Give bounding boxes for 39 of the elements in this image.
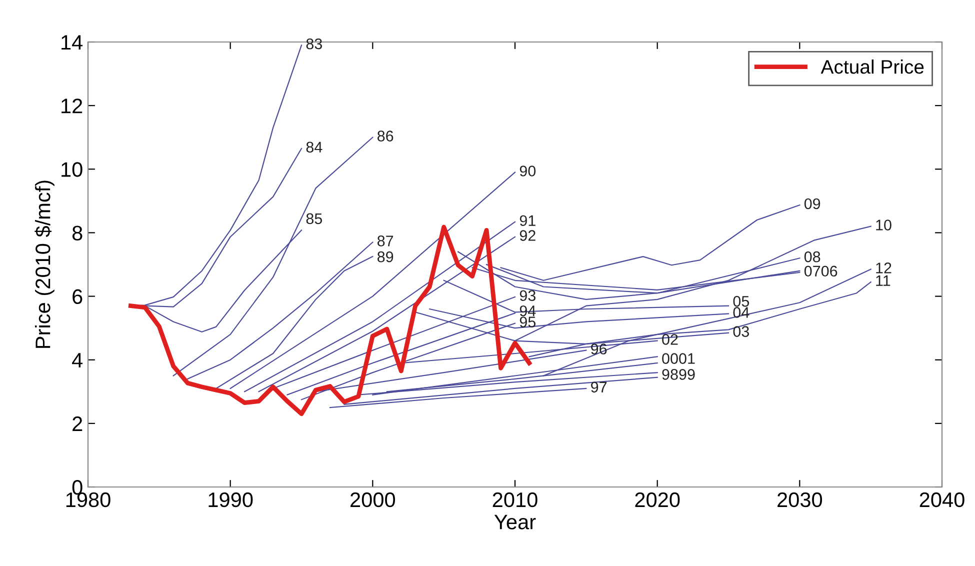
- annotation: 05: [733, 296, 750, 307]
- annotation: 89: [377, 251, 394, 262]
- y-tick-label: 14: [62, 35, 83, 50]
- annotation: 83: [306, 38, 322, 50]
- y-axis-title: Price (2010 $/mcf): [34, 180, 54, 348]
- x-axis-title: Year: [494, 514, 536, 530]
- annotation: 12: [876, 262, 892, 274]
- annotation: 09: [804, 198, 820, 210]
- x-tick-label: 2040: [920, 492, 964, 508]
- x-tick-label: 2000: [350, 492, 396, 508]
- annotation: 04: [733, 307, 750, 318]
- annotation: 9899: [662, 369, 695, 380]
- x-tick-label: 2010: [492, 492, 538, 508]
- annotation: 86: [377, 130, 394, 142]
- annotation: 10: [876, 220, 892, 230]
- x-tick-label: 1990: [208, 492, 253, 508]
- y-tick-label: 4: [72, 353, 83, 368]
- annotation: 0706: [804, 266, 838, 277]
- annotation: 97: [591, 382, 607, 393]
- annotation: 03: [733, 326, 749, 337]
- annotation: 87: [377, 236, 394, 246]
- y-tick-label: 2: [72, 416, 82, 431]
- annotation: 91: [520, 215, 536, 226]
- legend-label: Actual Price: [820, 60, 924, 74]
- y-tick-label: 10: [62, 162, 82, 177]
- y-tick-label: 6: [72, 289, 82, 304]
- y-tick-label: 12: [62, 98, 82, 114]
- annotation: 95: [520, 316, 536, 328]
- annotation: 93: [520, 290, 536, 302]
- annotation: 08: [804, 251, 820, 262]
- annotation: 84: [306, 142, 322, 153]
- annotation: 92: [520, 230, 536, 241]
- annotation: 11: [876, 275, 890, 286]
- annotation: 0001: [662, 353, 695, 364]
- annotation: 85: [306, 213, 322, 224]
- x-tick-label: 2020: [635, 492, 680, 508]
- y-tick-label: 8: [72, 226, 82, 240]
- x-tick-label: 2030: [778, 492, 822, 508]
- annotation: 90: [520, 166, 536, 176]
